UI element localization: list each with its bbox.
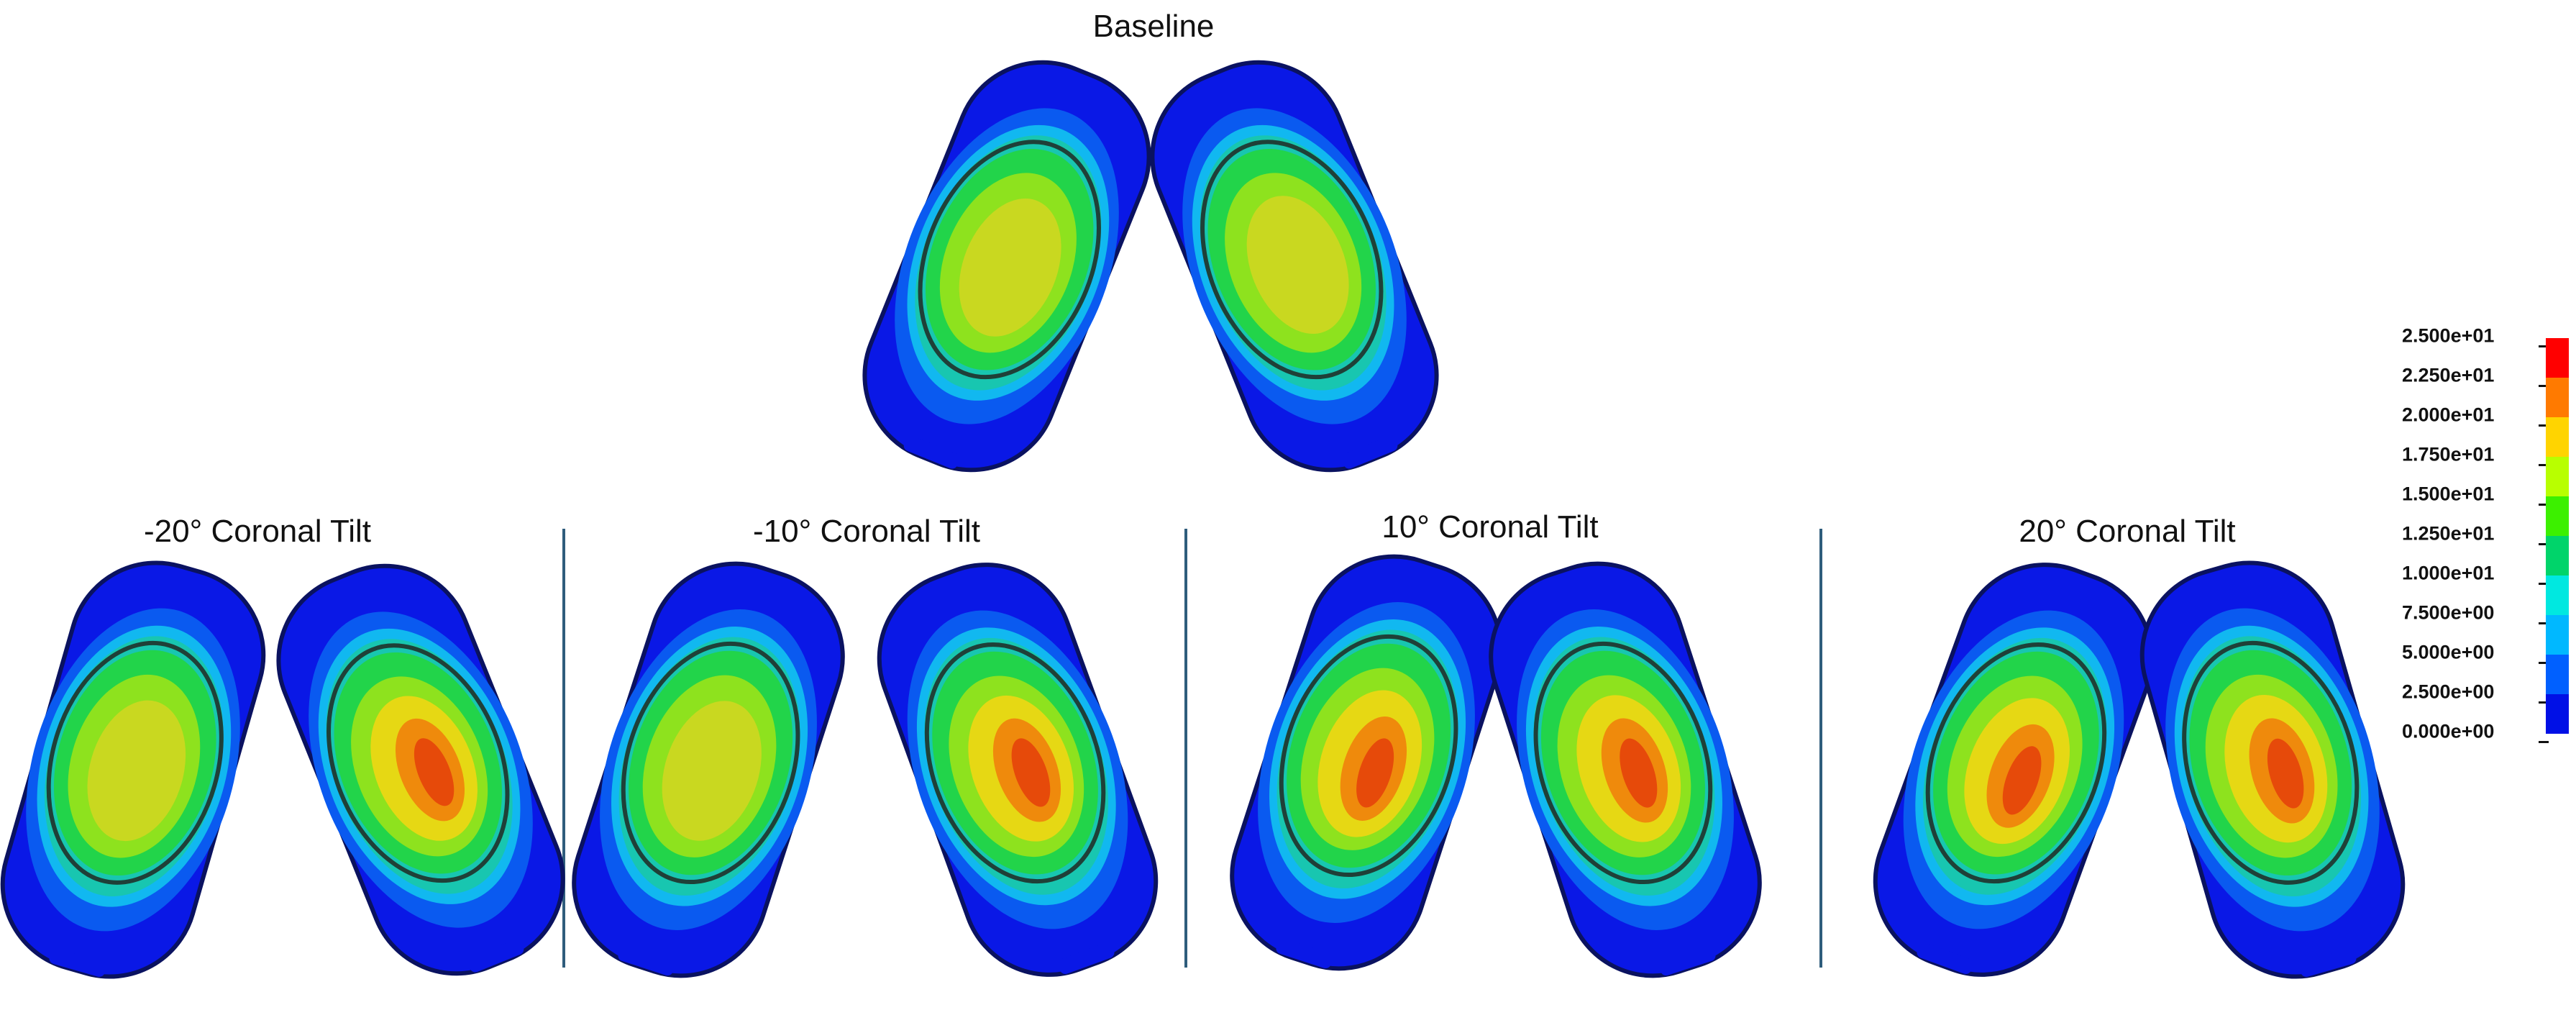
legend-label: 7.500e+00 <box>2402 601 2495 624</box>
legend-tick <box>2539 464 2549 466</box>
legend-tick <box>2539 662 2549 664</box>
legend-swatch <box>2546 338 2569 378</box>
legend-tick <box>2539 622 2549 624</box>
title-pos10-coronal-tilt: 10° Coronal Tilt <box>1381 509 1599 545</box>
legend-swatch <box>2546 378 2569 417</box>
legend-label: 2.250e+01 <box>2402 364 2495 386</box>
title-baseline: Baseline <box>1092 9 1215 44</box>
legend-tick <box>2539 385 2549 387</box>
divider-2 <box>1184 529 1187 968</box>
legend-swatch <box>2546 694 2569 734</box>
legend-label: 1.750e+01 <box>2402 443 2495 465</box>
legend-tick <box>2539 504 2549 506</box>
legend-label: 1.500e+01 <box>2402 483 2495 505</box>
pos20-right-piece <box>2118 542 2426 998</box>
legend-label: 2.000e+01 <box>2402 404 2495 426</box>
legend-swatch <box>2546 615 2569 655</box>
legend-swatch <box>2546 655 2569 694</box>
divider-3 <box>1819 529 1822 968</box>
legend-tick <box>2539 424 2549 427</box>
neg20-right-piece <box>250 539 593 1001</box>
neg10-right-piece <box>851 540 1183 1001</box>
legend-swatch <box>2546 417 2569 457</box>
legend-swatch <box>2546 457 2569 496</box>
legend-tick <box>2539 583 2549 585</box>
pos10-left-piece <box>1206 533 1527 992</box>
neg20-left-piece <box>0 542 288 998</box>
title-neg10-coronal-tilt: -10° Coronal Tilt <box>753 514 980 549</box>
legend-tick <box>2539 701 2549 704</box>
legend-label: 2.500e+00 <box>2402 681 2495 703</box>
baseline-left-piece <box>836 35 1179 498</box>
legend-tick <box>2539 543 2549 545</box>
legend-label: 2.500e+01 <box>2402 324 2495 347</box>
baseline-right-piece <box>1123 35 1466 498</box>
legend-label: 0.000e+00 <box>2402 720 2495 742</box>
legend-label: 1.250e+01 <box>2402 522 2495 545</box>
divider-1 <box>562 529 565 968</box>
pos10-right-piece <box>1465 540 1786 999</box>
title-neg20-coronal-tilt: -20° Coronal Tilt <box>144 514 371 549</box>
neg10-left-piece <box>548 540 869 999</box>
pos20-left-piece <box>1847 540 2179 1001</box>
legend-swatch <box>2546 536 2569 575</box>
title-pos20-coronal-tilt: 20° Coronal Tilt <box>2019 514 2236 549</box>
legend-tick <box>2539 741 2549 743</box>
legend-tick <box>2539 345 2549 347</box>
legend-swatch <box>2546 496 2569 536</box>
legend-swatch <box>2546 575 2569 615</box>
legend-label: 1.000e+01 <box>2402 562 2495 584</box>
legend-label: 5.000e+00 <box>2402 641 2495 663</box>
